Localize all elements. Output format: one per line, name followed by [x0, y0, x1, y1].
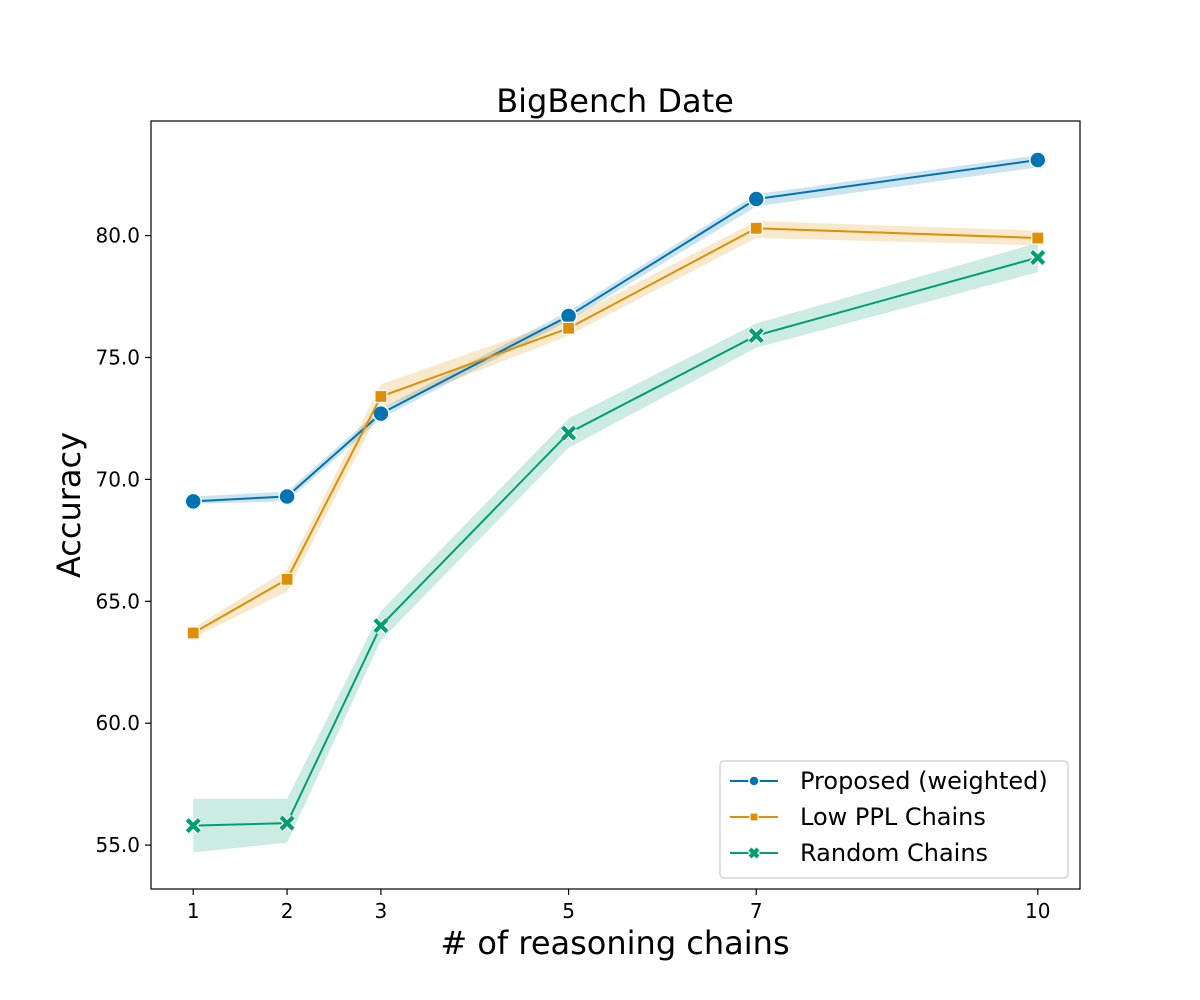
y-tick-label: 55.0 [95, 833, 140, 857]
series-line-0 [193, 159, 1038, 503]
data-point-series-1 [280, 572, 294, 586]
data-point-series-0 [184, 492, 202, 511]
x-tick-label: 1 [187, 899, 200, 923]
x-tick-label: 3 [375, 899, 388, 923]
data-point-series-1 [561, 321, 576, 335]
data-point-series-0 [747, 190, 766, 208]
data-point-series-1 [1031, 231, 1045, 245]
data-point-series-0 [1029, 151, 1047, 169]
legend-marker [747, 846, 761, 860]
data-point-series-2 [1029, 249, 1047, 267]
x-axis-label: # of reasoning chains [440, 924, 789, 962]
data-point-series-2 [278, 814, 296, 832]
data-point-series-0 [278, 487, 296, 506]
x-tick-label: 2 [281, 899, 294, 923]
plot-frame [150, 120, 1081, 890]
data-point-series-2 [184, 817, 202, 835]
data-point-series-2 [747, 327, 765, 345]
legend-label: Low PPL Chains [800, 803, 986, 831]
confidence-band-series-0 [193, 155, 1038, 504]
x-tick-label: 7 [750, 899, 763, 923]
y-tick-label: 70.0 [95, 467, 140, 491]
y-tick-label: 60.0 [95, 711, 140, 735]
y-tick-label: 65.0 [95, 589, 140, 613]
legend-marker [748, 775, 760, 787]
legend-box [719, 760, 1069, 879]
chart-title: BigBench Date [496, 82, 734, 120]
plot-area [184, 151, 1047, 853]
legend-label: Proposed (weighted) [800, 767, 1048, 795]
x-tick-label: 10 [1025, 899, 1050, 923]
x-tick-label: 5 [562, 899, 575, 923]
data-point-series-2 [560, 424, 578, 442]
data-point-series-1 [749, 221, 763, 235]
data-point-series-2 [372, 617, 390, 635]
series-line-1 [192, 227, 1038, 634]
series-line-2 [193, 256, 1039, 827]
legend: Proposed (weighted) Low PPL Chains Random … [719, 760, 1069, 879]
y-tick-label: 80.0 [95, 224, 140, 248]
legend-marker [749, 812, 759, 822]
y-axis-label: Accuracy [50, 432, 88, 578]
data-point-series-1 [374, 389, 388, 404]
legend-label: Random Chains [800, 839, 988, 867]
data-point-series-1 [186, 626, 200, 640]
y-tick-label: 75.0 [95, 345, 140, 369]
